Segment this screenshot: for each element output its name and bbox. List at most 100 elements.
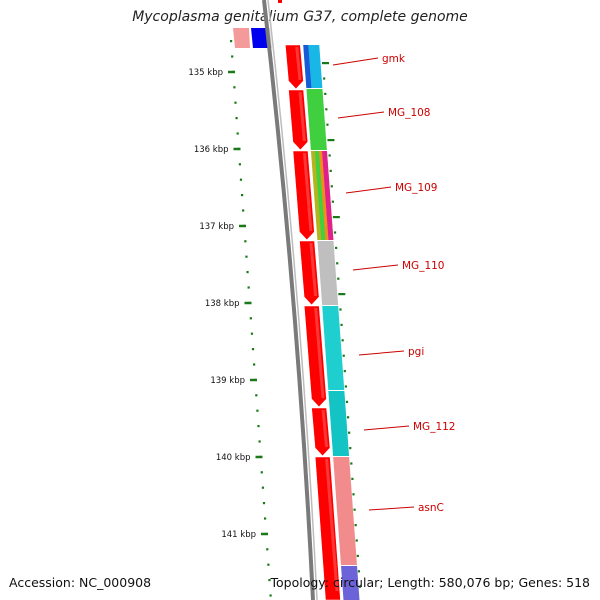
minor-tick: [247, 286, 250, 289]
accession-text: Accession: NC_000908: [9, 575, 152, 590]
gene-block: [306, 89, 327, 150]
tick-label: 135 kbp: [188, 68, 223, 78]
minor-tick: [250, 332, 254, 335]
outer-tick: [331, 200, 334, 203]
outer-tick: [336, 262, 339, 265]
outer-tick: [338, 293, 346, 296]
outer-tick: [330, 185, 333, 188]
outer-tick: [346, 416, 350, 419]
outer-tick: [328, 154, 331, 157]
label-leader-line: [337, 111, 385, 119]
label-leader-line: [358, 350, 405, 356]
label-leader-line: [368, 506, 415, 511]
cds-arrow-highlight: [302, 153, 313, 231]
outer-tick: [324, 92, 327, 95]
minor-tick: [234, 101, 237, 104]
minor-tick: [233, 86, 236, 89]
minor-tick: [249, 317, 252, 320]
feature-blue: [251, 28, 268, 48]
gene-label: pgi: [408, 346, 424, 358]
gene-label: gmk: [382, 53, 406, 65]
cds-arrow-highlight: [321, 410, 329, 447]
gene-stripe: [318, 151, 329, 240]
outer-tick: [356, 554, 359, 557]
minor-tick: [243, 224, 246, 227]
minor-tick: [230, 40, 233, 43]
minor-tick: [265, 532, 268, 535]
tick-label: 139 kbp: [210, 376, 245, 386]
gene-block: [341, 566, 360, 600]
outer-tick: [340, 323, 343, 326]
tick-label: 141 kbp: [221, 530, 256, 540]
outer-tick: [322, 62, 329, 65]
tick-label: 136 kbp: [194, 145, 229, 155]
outer-tick: [329, 169, 332, 172]
minor-tick: [263, 517, 267, 520]
minor-tick: [257, 425, 260, 428]
outer-tick: [344, 385, 347, 388]
cds-strand: [284, 44, 341, 600]
cds-arrow-highlight: [295, 47, 302, 80]
gene-track: [303, 45, 360, 600]
outer-tick: [345, 400, 349, 403]
minor-tick: [259, 455, 262, 458]
gene-label: MG_108: [388, 107, 431, 119]
minor-tick: [251, 348, 255, 351]
outer-tick: [350, 462, 353, 465]
outer-tick: [341, 339, 344, 342]
outer-tick: [339, 308, 342, 311]
outer-tick: [326, 123, 329, 126]
outer-tick: [335, 246, 338, 249]
outer-tick: [325, 108, 328, 111]
minor-tick: [266, 548, 269, 551]
tick-axis: 135 kbp 136 kbp 137 kbp 138 kbp 139 kbp 140 k…: [188, 40, 362, 597]
gene-stripe: [314, 151, 326, 240]
outer-tick: [337, 277, 340, 280]
gene-block: [317, 241, 339, 305]
label-leader-line: [363, 425, 410, 431]
cds-arrow-highlight: [309, 243, 318, 296]
label-leader-line: [352, 264, 399, 271]
outer-tick: [327, 139, 335, 142]
outer-tick: [354, 524, 357, 527]
cds-arrow-highlight: [298, 92, 306, 141]
minor-tick: [239, 178, 243, 181]
outer-tick: [323, 77, 326, 80]
outer-tick: [348, 431, 351, 434]
minor-tick: [260, 471, 263, 474]
minor-tick: [231, 55, 234, 58]
minor-tick: [232, 70, 235, 73]
minor-tick: [244, 240, 247, 243]
genome-info-text: Topology: circular; Length: 580,076 bp; …: [270, 575, 591, 590]
outer-tick: [358, 585, 362, 588]
outer-tick: [343, 370, 346, 373]
minor-tick: [261, 486, 264, 489]
gene-block: [333, 457, 357, 565]
cds-arrow: [311, 407, 331, 457]
outer-tick: [351, 477, 354, 480]
gene-label: MG_109: [395, 182, 438, 194]
minor-tick: [253, 363, 256, 366]
minor-tick: [248, 301, 251, 304]
minor-tick: [267, 563, 270, 566]
minor-tick: [237, 147, 240, 150]
gene-label: asnC: [418, 502, 444, 514]
outer-tick: [342, 354, 345, 357]
tick-label: 138 kbp: [205, 299, 240, 309]
minor-tick: [262, 502, 266, 505]
feature-pink: [233, 28, 250, 48]
gene-block-edge: [303, 45, 312, 88]
outer-tick: [352, 493, 355, 496]
outer-tick: [332, 216, 340, 219]
gene-block: [322, 306, 345, 390]
outer-tick: [349, 447, 352, 450]
minor-tick: [268, 579, 271, 582]
gene-block: [328, 391, 350, 456]
minor-tick: [255, 394, 258, 397]
minor-tick: [236, 132, 239, 135]
minor-tick: [246, 271, 249, 274]
gene-stripe: [321, 151, 334, 240]
